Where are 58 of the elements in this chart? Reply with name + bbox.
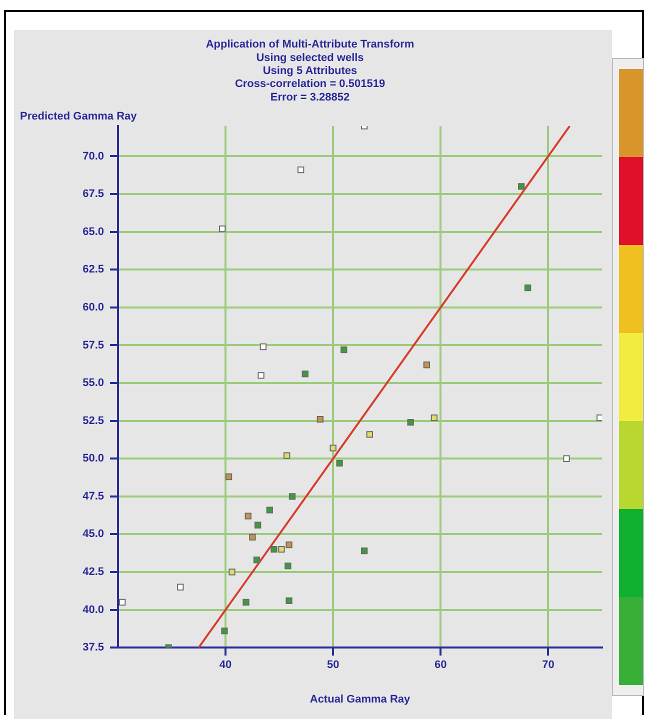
point [407,419,414,426]
y-tick-label: 60.0 [82,301,104,314]
point [302,370,308,378]
point [360,548,368,554]
y-tick-label: 55.0 [82,377,104,390]
point [225,473,232,480]
point [249,534,256,541]
y-tick-label: 70.0 [82,150,104,162]
y-tick-label: 65.0 [82,226,104,238]
y-tick-label: 62.5 [82,264,104,276]
point [244,512,252,520]
point [423,362,430,368]
y-tick-label: 37.5 [82,642,104,654]
point [298,166,304,174]
point [340,346,348,354]
point [253,556,260,564]
point [524,284,532,292]
point [228,568,236,576]
point [330,444,336,452]
point [242,598,250,606]
point [254,522,262,528]
y-tick-label: 52.5 [82,414,104,427]
y-tick-label: 67.5 [82,188,104,200]
y-tick-label: 57.5 [82,339,104,352]
x-tick-label: 50 [326,659,340,672]
point [366,431,374,438]
point [219,225,226,232]
x-tick-label: 60 [434,659,447,672]
point [177,584,184,590]
x-axis-title: Actual Gamma Ray [310,693,412,706]
point [260,343,267,350]
y-axis-title: Predicted Gamma Ray [20,110,138,123]
point [270,546,278,553]
x-tick-label: 40 [219,659,232,672]
point [286,541,292,548]
point [278,546,285,553]
point [316,416,324,423]
point [430,414,438,422]
point [221,628,228,634]
point [288,493,296,500]
x-tick-label: 70 [542,659,554,672]
chart-title: Application of Multi-Attribute Transform [206,38,414,51]
y-tick-label: 47.5 [82,490,104,502]
y-tick-label: 40.0 [82,604,104,616]
point [518,183,525,190]
point [336,460,343,466]
point [266,506,273,514]
point [596,414,602,422]
point [284,562,292,570]
chart-subtitle: Using selected wells Using 5 Attributes Cross-correlation = 0.501519 Error = 3.28852 [234,52,386,104]
y-tick-label: 42.5 [82,566,104,578]
y-tick-label: 45.0 [82,528,104,540]
y-tick-label: 50.0 [82,452,104,465]
point [563,455,570,462]
point [286,597,292,604]
point [284,452,290,459]
point [118,598,126,606]
point [258,372,264,379]
